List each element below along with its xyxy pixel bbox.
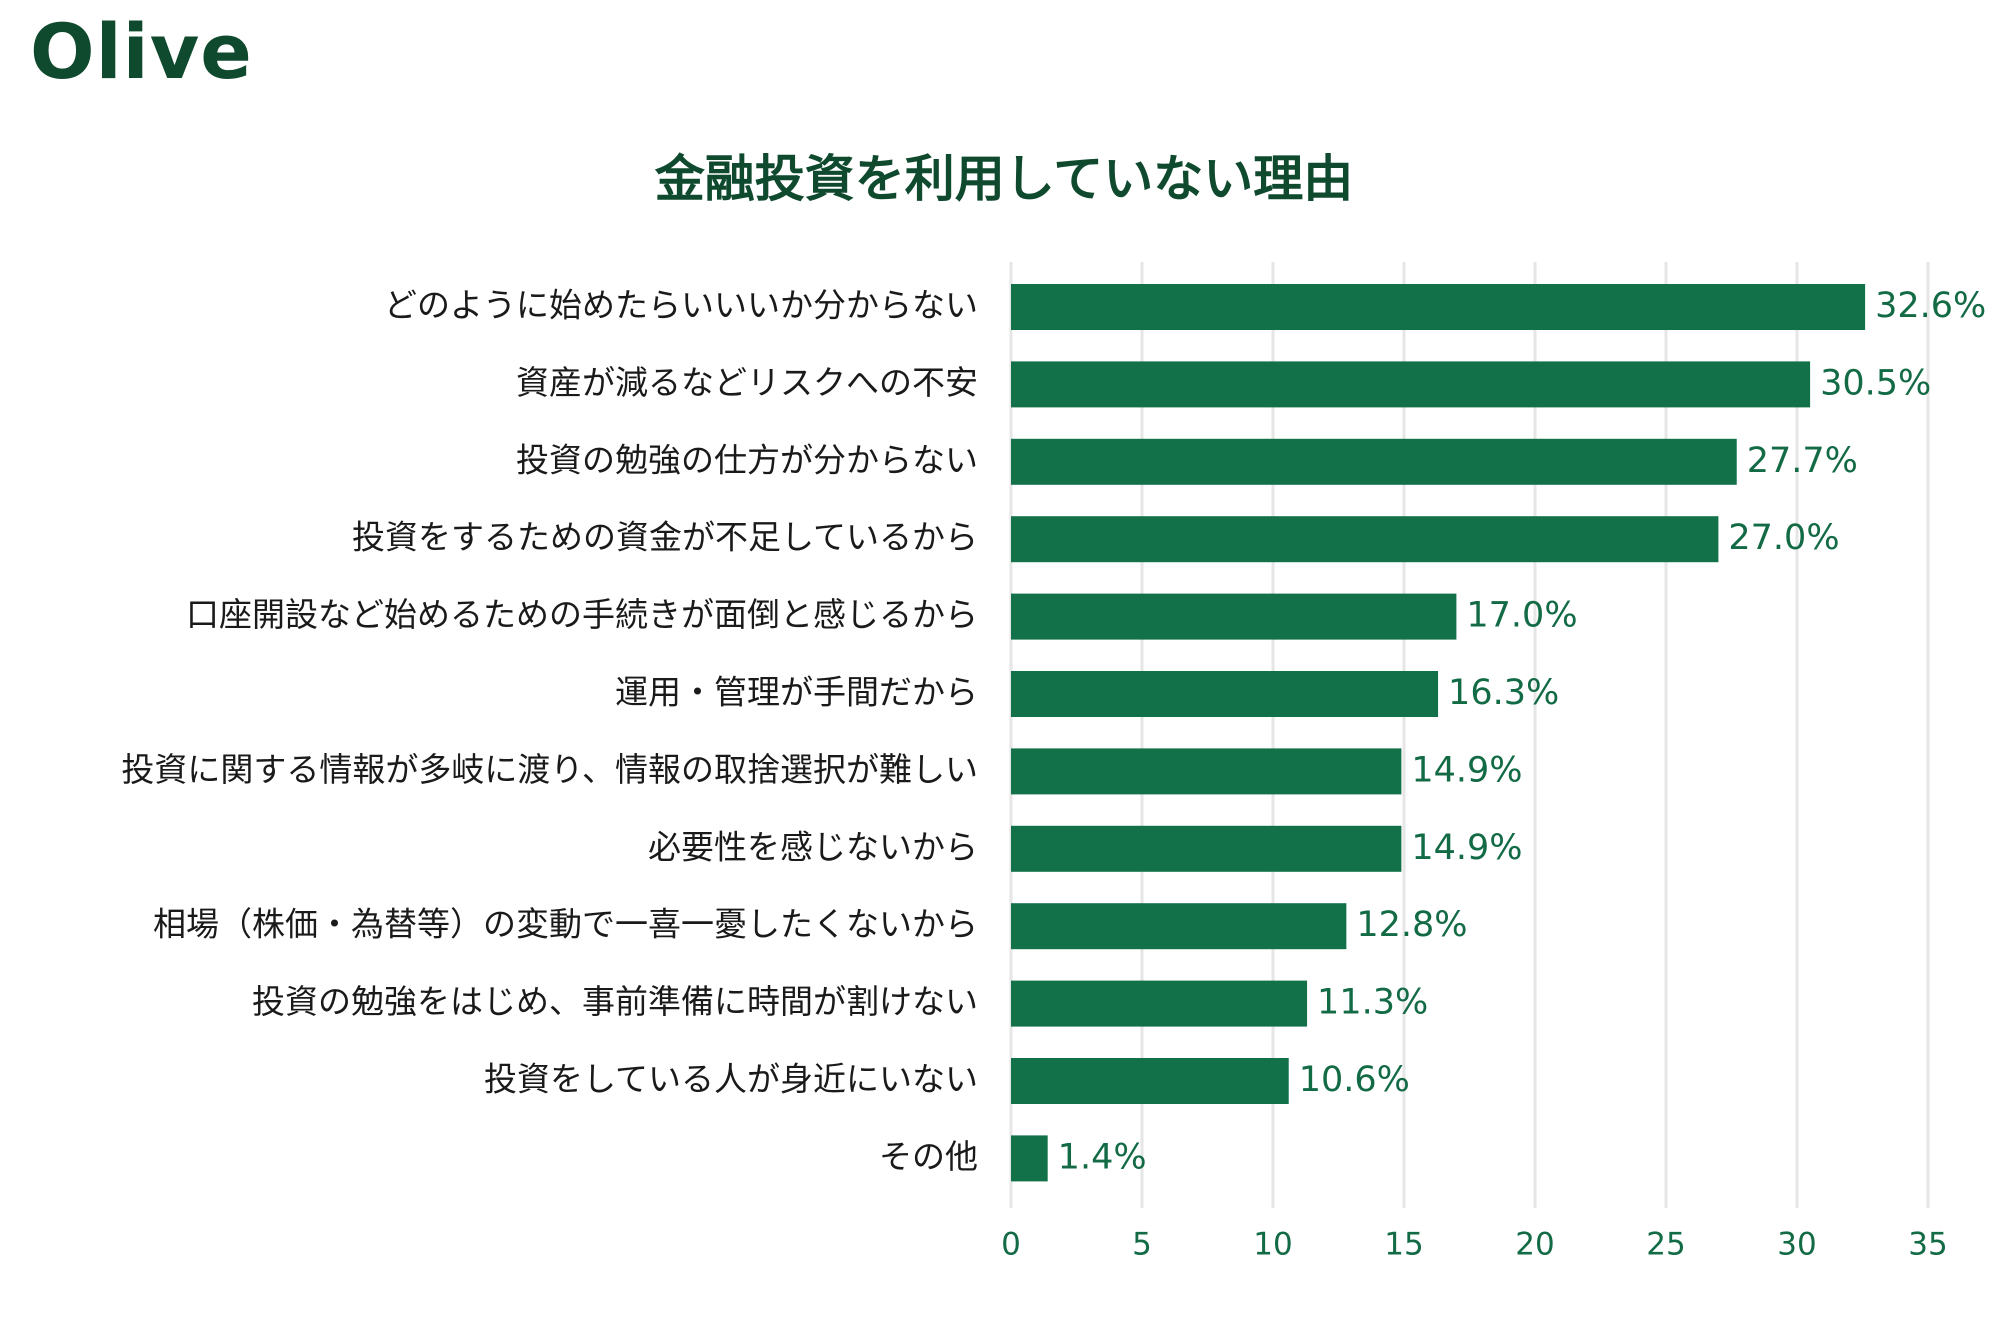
bars (1011, 284, 1866, 1182)
olive-logo: Olive (30, 7, 253, 96)
category-label: 投資に関する情報が多岐に渡り、情報の取捨選択が難しい (121, 750, 978, 789)
value-label: 14.9% (1411, 828, 1522, 868)
x-tick-label: 15 (1384, 1227, 1423, 1263)
value-label: 14.9% (1411, 750, 1522, 790)
category-label: 投資をしている人が身近にいない (484, 1060, 978, 1099)
category-label: 口座開設など始めるための手続きが面倒と感じるから (186, 595, 978, 634)
value-label: 32.6% (1875, 286, 1986, 326)
bar (1011, 980, 1308, 1027)
x-tick-label: 35 (1908, 1227, 1947, 1263)
value-label: 16.3% (1448, 673, 1559, 713)
value-label: 30.5% (1820, 363, 1931, 403)
bar (1011, 593, 1457, 640)
bar (1011, 671, 1439, 717)
value-label: 27.7% (1747, 441, 1858, 481)
bar (1011, 361, 1811, 408)
x-tick-label: 0 (1001, 1227, 1021, 1263)
value-label: 1.4% (1058, 1137, 1147, 1177)
bar (1011, 516, 1719, 563)
category-label: 投資の勉強の仕方が分からない (516, 440, 978, 479)
x-tick-label: 30 (1777, 1227, 1816, 1263)
category-label: 必要性を感じないから (648, 827, 978, 866)
category-label: 運用・管理が手間だから (615, 673, 978, 712)
value-label: 17.0% (1466, 596, 1577, 636)
category-label: どのように始めたらいいいか分からない (384, 286, 978, 325)
x-tick-label: 5 (1132, 1227, 1152, 1263)
chart-title: 金融投資を利用していない理由 (654, 150, 1354, 208)
x-tick-label: 20 (1515, 1227, 1554, 1263)
bar (1011, 438, 1737, 485)
bar (1011, 1135, 1048, 1182)
category-label: その他 (879, 1137, 978, 1176)
value-label: 11.3% (1317, 983, 1428, 1023)
category-label: 資産が減るなどリスクへの不安 (516, 363, 978, 402)
x-axis-ticks: 0 5 10 15 20 25 30 35 (1001, 1227, 1948, 1263)
category-label: 投資の勉強をはじめ、事前準備に時間が割けない (252, 982, 978, 1021)
grid-lines (1009, 262, 1930, 1208)
x-tick-label: 10 (1253, 1227, 1292, 1263)
category-label: 相場（株価・為替等）の変動で一喜一憂したくないから (153, 905, 978, 944)
value-label: 27.0% (1728, 518, 1839, 558)
bar (1011, 903, 1347, 950)
labels: どのように始めたらいいいか分からない 32.6% 資産が減るなどリスクへの不安 30.… (121, 286, 1986, 1178)
category-label: 投資をするための資金が不足しているから (352, 518, 978, 557)
value-label: 12.8% (1356, 905, 1467, 945)
value-label: 10.6% (1299, 1060, 1410, 1100)
bar (1011, 748, 1402, 795)
bar (1011, 825, 1402, 872)
bar (1011, 284, 1866, 330)
bar (1011, 1058, 1289, 1104)
x-tick-label: 25 (1646, 1227, 1685, 1263)
